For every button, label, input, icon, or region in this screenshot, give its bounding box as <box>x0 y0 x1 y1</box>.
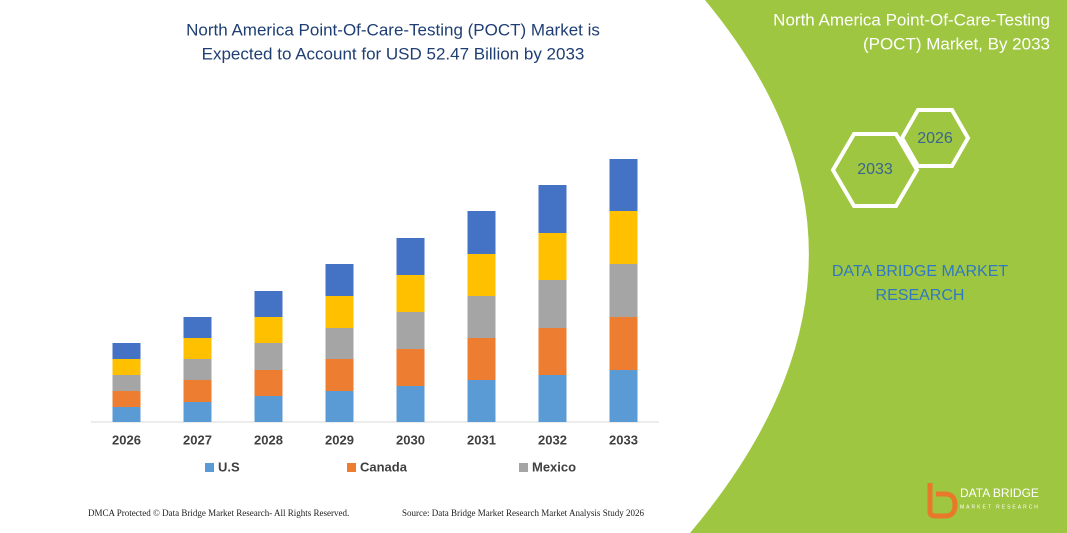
bar-segment <box>467 338 496 380</box>
hexagon <box>830 132 920 208</box>
x-tick-label: 2028 <box>254 432 283 447</box>
bar-segment <box>183 317 212 338</box>
panel-title: (POCT) Market, By 2033 <box>863 34 1050 53</box>
bar-segment <box>112 375 141 391</box>
x-tick-label: 2033 <box>609 432 638 447</box>
bar-segment <box>609 370 638 422</box>
x-tick-label: 2026 <box>112 432 141 447</box>
bar-segment <box>609 264 638 317</box>
bar-segment <box>609 211 638 264</box>
bar-segment <box>609 317 638 370</box>
bar-segment <box>254 343 283 370</box>
bar-segment <box>183 380 212 402</box>
legend-label: Canada <box>360 459 408 474</box>
hexagon <box>899 108 971 168</box>
x-tick-label: 2032 <box>538 432 567 447</box>
bar-segment <box>112 343 141 359</box>
bar-segment <box>325 359 354 391</box>
bar-segment <box>183 402 212 422</box>
bar-segment <box>609 159 638 211</box>
legend-label: Mexico <box>532 459 576 474</box>
x-tick-label: 2031 <box>467 432 496 447</box>
x-tick-label: 2029 <box>325 432 354 447</box>
footer-note: DMCA Protected © Data Bridge Market Rese… <box>88 508 349 518</box>
hexagon-label: 2026 <box>917 130 953 147</box>
panel-title: North America Point-Of-Care-Testing <box>773 10 1050 29</box>
x-tick-label: 2030 <box>396 432 425 447</box>
bar-segment <box>538 375 567 422</box>
brand-text: DATA BRIDGE MARKET <box>832 263 1009 280</box>
bar-segment <box>396 312 425 349</box>
bar-segment <box>396 275 425 312</box>
chart-title: Expected to Account for USD 52.47 Billio… <box>202 44 585 63</box>
chart-title: North America Point-Of-Care-Testing (POC… <box>186 20 600 39</box>
bar-segment <box>538 233 567 280</box>
bar-segment <box>467 254 496 296</box>
bar-segment <box>183 359 212 380</box>
bar-segment <box>325 328 354 359</box>
bar-segment <box>325 391 354 422</box>
legend-swatch <box>519 463 528 472</box>
bar-segment <box>538 185 567 233</box>
bar-segment <box>396 349 425 386</box>
hexagon-label: 2033 <box>857 161 893 178</box>
logo-text: DATA BRIDGE <box>960 486 1039 500</box>
bar-segment <box>112 359 141 375</box>
bar-segment <box>538 280 567 328</box>
logo-subtext: MARKET RESEARCH <box>960 504 1040 510</box>
legend-label: U.S <box>218 459 240 474</box>
bar-segment <box>538 328 567 375</box>
bar-segment <box>467 296 496 338</box>
logo-mark <box>927 483 958 519</box>
bar-segment <box>254 291 283 317</box>
x-tick-label: 2027 <box>183 432 212 447</box>
bar-segment <box>396 386 425 422</box>
side-panel <box>690 0 1067 533</box>
legend-swatch <box>347 463 356 472</box>
bar-segment <box>183 338 212 359</box>
footer-note: Source: Data Bridge Market Research Mark… <box>402 508 644 518</box>
bar-segment <box>325 296 354 328</box>
bar-segment <box>254 317 283 343</box>
legend-swatch <box>205 463 214 472</box>
bar-segment <box>325 264 354 296</box>
bar-segment <box>467 380 496 422</box>
bar-segment <box>112 407 141 422</box>
logo: DATA BRIDGE MARKET RESEARCH <box>927 483 1040 519</box>
bar-segment <box>112 391 141 407</box>
bar-segment <box>467 211 496 254</box>
brand-text: RESEARCH <box>876 287 965 304</box>
bar-segment <box>396 238 425 275</box>
bar-segment <box>254 396 283 422</box>
bar-segment <box>254 370 283 396</box>
